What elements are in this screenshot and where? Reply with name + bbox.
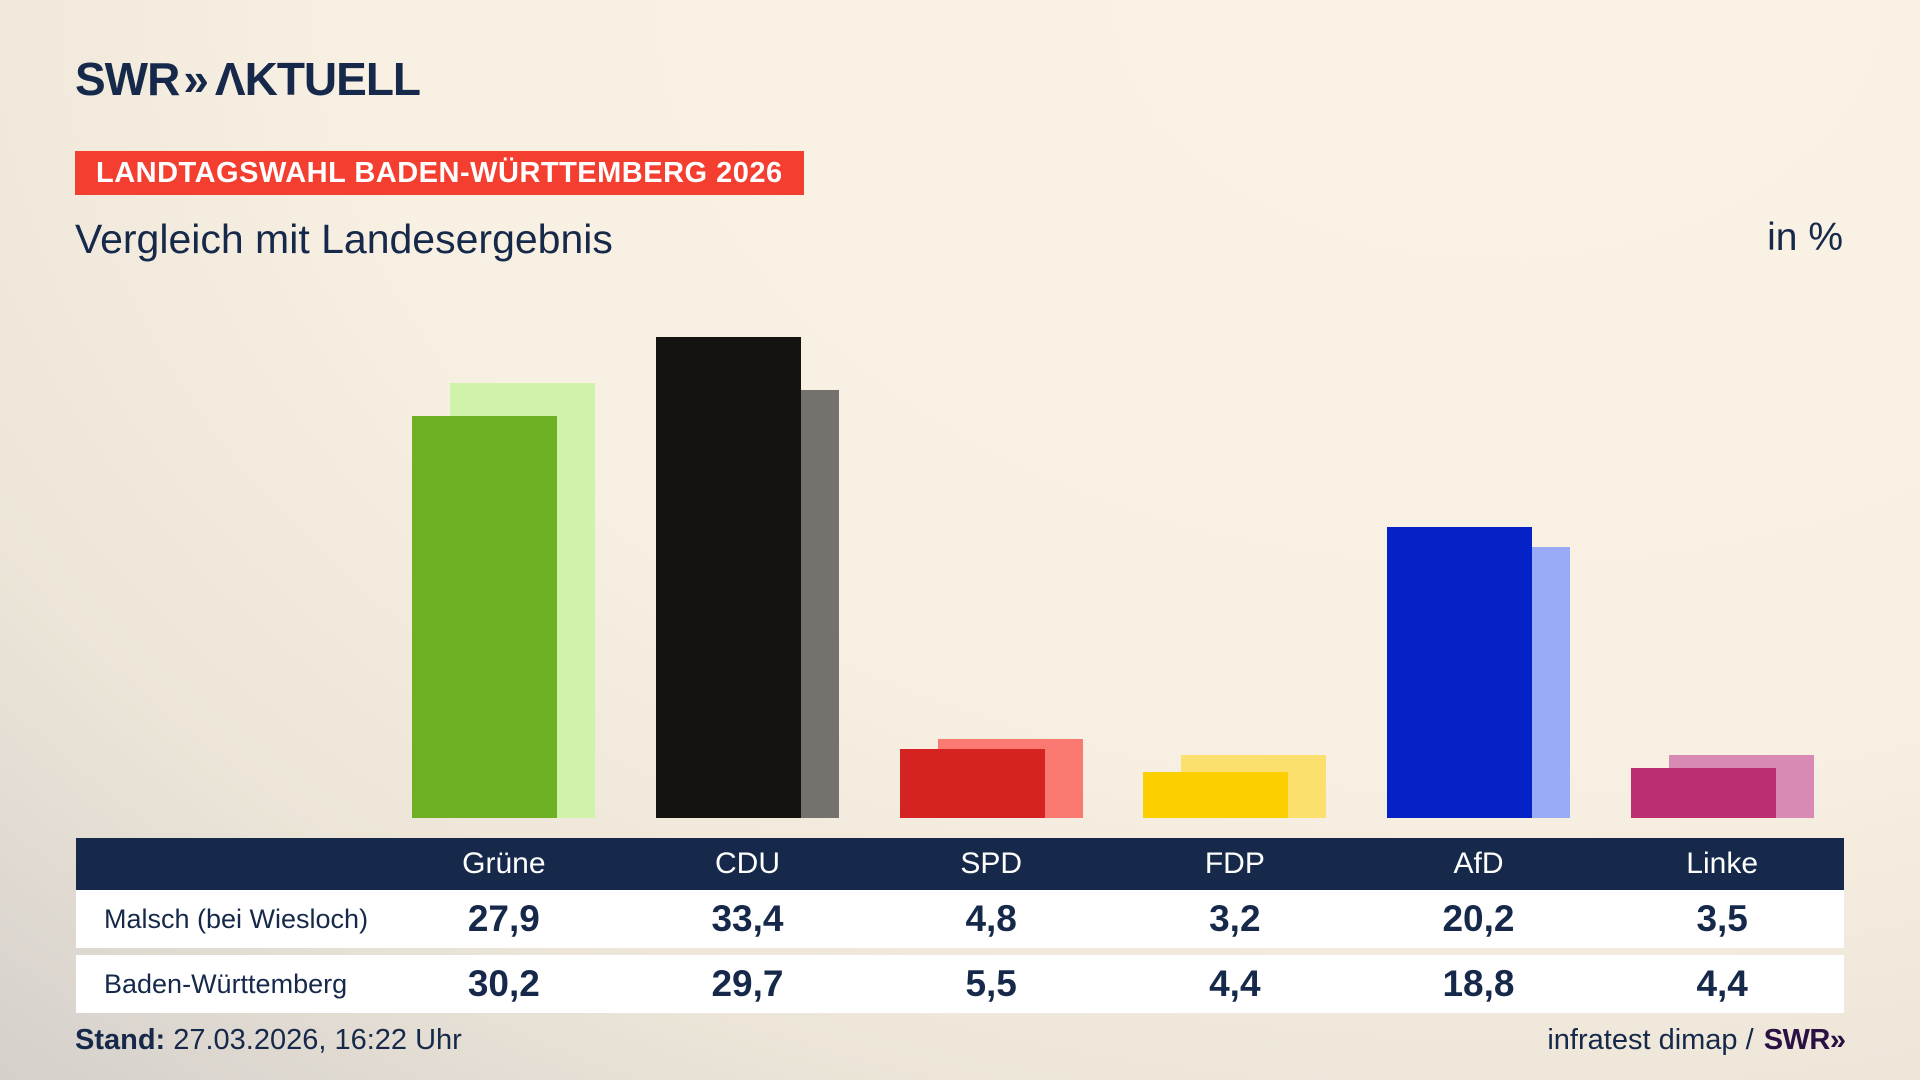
header-spd: SPD [960,847,1022,880]
table-row-baden-wuerttemberg: Baden-Württemberg 30,2 29,7 5,5 4,4 18,8 4,4 [76,955,1844,1013]
logo-swr-text: SWR [75,53,180,105]
footer: Stand: 27.03.2026, 16:22 Uhr infratest di… [75,1018,1846,1062]
header-linke: Linke [1686,847,1759,880]
value-cdu: 29,7 [711,963,784,1004]
value-spd: 5,5 [965,963,1017,1004]
value-cdu: 33,4 [711,898,784,939]
bar-gruene-malsch-bei-wiesloch [412,416,558,818]
header-afd: AfD [1453,847,1504,880]
row-label: Baden-Württemberg [104,968,348,999]
header-cdu: CDU [714,847,780,880]
bar-fdp-malsch-bei-wiesloch [1143,772,1289,818]
value-fdp: 4,4 [1209,963,1261,1004]
footer-chevron-right-icon: » [1829,1023,1846,1056]
comparison-bar-chart [0,258,1920,818]
timestamp-value: 27.03.2026, 16:22 Uhr [173,1023,462,1056]
chevron-right-icon: » [183,53,209,105]
bar-spd-malsch-bei-wiesloch [899,749,1045,818]
unit-label: in % [1767,216,1843,259]
title-row: Vergleich mit Landesergebnis in % [75,216,1843,263]
bar-cdu-malsch-bei-wiesloch [656,337,801,818]
value-afd: 20,2 [1442,898,1515,939]
bar-linke-malsch-bei-wiesloch [1630,768,1776,818]
swr-aktuell-logo: SWR» ΛKTUELL [75,52,421,106]
election-banner: LANDTAGSWAHL BADEN-WÜRTTEMBERG 2026 [75,151,804,195]
source-credit: infratest dimap / SWR» [1547,1023,1846,1057]
header-fdp: FDP [1204,847,1265,880]
header-gruene: Grüne [462,847,546,880]
value-spd: 4,8 [965,898,1017,939]
value-afd: 18,8 [1442,963,1515,1004]
row-label: Malsch (bei Wiesloch) [104,903,369,934]
timestamp-label: Stand: [75,1023,166,1056]
value-linke: 3,5 [1696,898,1748,939]
chart-title: Vergleich mit Landesergebnis [75,216,613,262]
value-fdp: 3,2 [1209,898,1261,939]
value-gruene: 30,2 [467,963,540,1004]
value-linke: 4,4 [1696,963,1748,1004]
source-text: infratest dimap / [1547,1023,1754,1056]
table-header-row: Grüne CDU SPD FDP AfD Linke [76,838,1844,890]
logo-aktuell-text: ΛKTUELL [214,53,421,105]
results-table: Grüne CDU SPD FDP AfD Linke Malsch (bei Wieslo… [76,838,1844,1013]
timestamp: Stand: 27.03.2026, 16:22 Uhr [75,1024,462,1057]
bar-afd-malsch-bei-wiesloch [1387,527,1532,818]
footer-logo-swr-text: SWR [1763,1023,1831,1056]
value-gruene: 27,9 [467,898,540,939]
swr-footer-logo: SWR» [1763,1023,1846,1056]
table-row-malsch-bei-wiesloch: Malsch (bei Wiesloch) 27,9 33,4 4,8 3,2 20,2 3… [76,890,1844,948]
